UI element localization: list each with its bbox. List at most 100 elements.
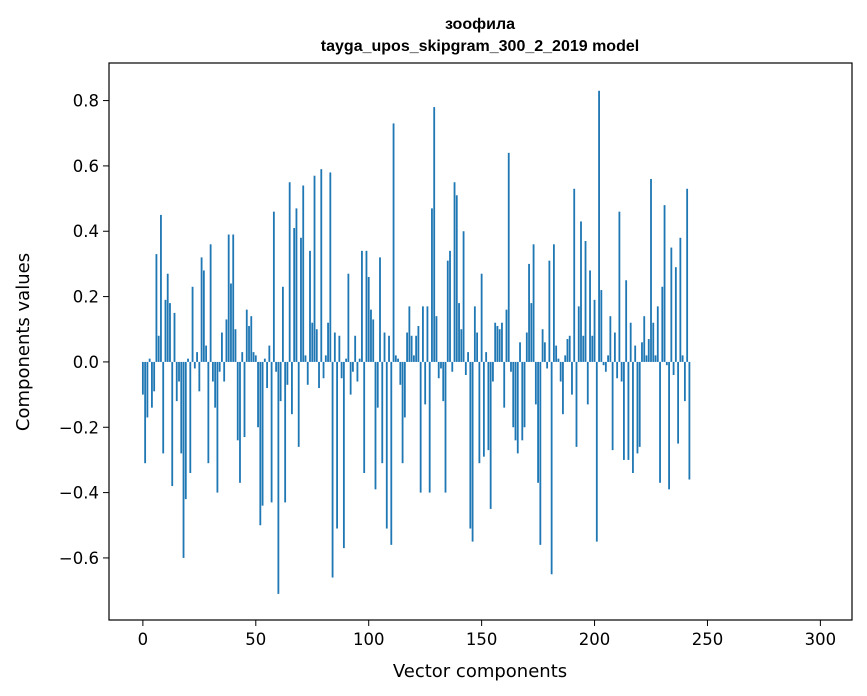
bar bbox=[266, 361, 268, 389]
bar bbox=[516, 361, 519, 454]
bar bbox=[623, 361, 625, 460]
bar bbox=[636, 361, 639, 454]
bar bbox=[674, 267, 677, 362]
bar bbox=[275, 361, 278, 372]
bar bbox=[336, 361, 338, 529]
bar bbox=[424, 361, 427, 405]
bar bbox=[352, 361, 354, 372]
bar bbox=[151, 361, 153, 408]
bar bbox=[243, 361, 246, 438]
y-tick-label: 0.0 bbox=[73, 353, 99, 372]
bar bbox=[202, 270, 205, 362]
bar bbox=[261, 361, 264, 506]
bar bbox=[169, 303, 171, 362]
y-tick-label: 0.2 bbox=[73, 288, 99, 307]
bar bbox=[331, 361, 334, 578]
bar bbox=[460, 329, 463, 362]
bar bbox=[478, 361, 481, 464]
bar bbox=[300, 237, 302, 362]
bar bbox=[279, 361, 282, 402]
bar bbox=[510, 361, 512, 372]
bar bbox=[501, 322, 503, 362]
bar bbox=[193, 361, 196, 369]
bar bbox=[595, 361, 598, 542]
bar bbox=[394, 355, 397, 362]
bar bbox=[514, 361, 517, 441]
bar bbox=[155, 254, 158, 362]
bar bbox=[523, 361, 526, 428]
bar bbox=[390, 361, 393, 545]
bar bbox=[426, 306, 429, 362]
bar bbox=[141, 361, 144, 395]
bar bbox=[568, 335, 571, 362]
bar bbox=[383, 332, 386, 362]
bar bbox=[525, 332, 528, 362]
bar bbox=[200, 257, 203, 362]
bar bbox=[668, 361, 670, 490]
bar bbox=[422, 306, 424, 362]
bar bbox=[349, 361, 352, 395]
bar bbox=[638, 361, 641, 447]
bar bbox=[467, 352, 469, 362]
bar bbox=[512, 361, 515, 428]
bar bbox=[469, 361, 472, 529]
bar bbox=[659, 361, 661, 483]
bar bbox=[541, 329, 544, 362]
bar bbox=[320, 169, 323, 362]
y-axis-label: Components values bbox=[13, 253, 34, 431]
y-tick-label: 0.4 bbox=[73, 222, 99, 241]
bar bbox=[381, 361, 384, 464]
bar bbox=[342, 361, 345, 549]
bar bbox=[281, 286, 284, 362]
bar bbox=[677, 361, 680, 444]
bar bbox=[446, 260, 449, 362]
bar bbox=[227, 234, 230, 362]
bar bbox=[166, 273, 169, 362]
bar bbox=[564, 355, 567, 362]
bar bbox=[679, 237, 682, 362]
bar bbox=[254, 355, 257, 362]
bar bbox=[489, 361, 492, 509]
bar bbox=[442, 361, 445, 402]
bar bbox=[293, 227, 296, 362]
bar bbox=[270, 361, 273, 503]
bar bbox=[361, 250, 363, 362]
bar bbox=[205, 345, 208, 362]
bar bbox=[598, 90, 600, 362]
bar bbox=[347, 273, 350, 362]
bar bbox=[327, 322, 329, 362]
bar bbox=[148, 358, 151, 362]
x-tick-label: 150 bbox=[466, 630, 498, 649]
bar bbox=[286, 361, 289, 385]
bar bbox=[507, 152, 510, 362]
bar bbox=[309, 250, 311, 362]
bar bbox=[435, 316, 438, 362]
bar bbox=[498, 329, 501, 362]
bar bbox=[297, 361, 300, 447]
bar bbox=[295, 208, 298, 362]
bar bbox=[663, 205, 666, 362]
bar bbox=[252, 352, 255, 362]
bar bbox=[652, 322, 655, 362]
bar bbox=[311, 322, 314, 362]
bar bbox=[288, 182, 291, 362]
bar bbox=[602, 361, 605, 366]
bar bbox=[566, 339, 569, 362]
bar bbox=[189, 361, 192, 473]
bar bbox=[462, 231, 465, 362]
bar bbox=[157, 335, 160, 362]
bar bbox=[611, 361, 614, 451]
bar bbox=[584, 241, 587, 362]
y-tick-label: −0.4 bbox=[59, 484, 99, 503]
bar bbox=[552, 244, 555, 362]
bar bbox=[573, 188, 576, 362]
bar bbox=[656, 306, 659, 362]
bar bbox=[647, 339, 650, 362]
bar bbox=[546, 361, 549, 369]
x-tick-label: 200 bbox=[579, 630, 611, 649]
bar bbox=[146, 361, 149, 418]
bar bbox=[277, 361, 280, 594]
bar bbox=[182, 361, 185, 558]
x-axis-label: Vector components bbox=[393, 661, 567, 682]
bar bbox=[613, 332, 616, 362]
